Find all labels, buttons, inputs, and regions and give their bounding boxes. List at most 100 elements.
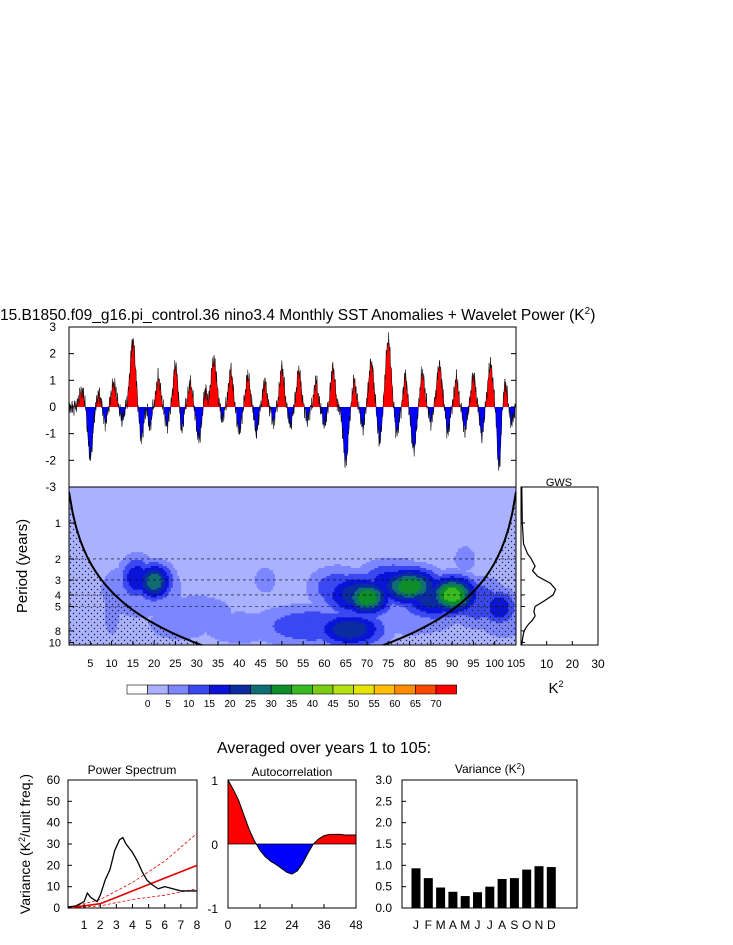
- wavelet-power-cell: [168, 569, 172, 573]
- wavelet-power-cell: [468, 577, 471, 581]
- wavelet-power-cell: [402, 589, 405, 593]
- wavelet-power-cell: [470, 550, 473, 553]
- wavelet-power-cell: [136, 564, 140, 567]
- wavelet-power-cell: [140, 556, 144, 559]
- wavelet-power-cell: [374, 621, 377, 624]
- wavelet-power-cell: [270, 571, 273, 575]
- wavelet-power-cell: [450, 573, 453, 577]
- wavelet-power-cell: [416, 564, 419, 567]
- wavelet-power-cell: [434, 609, 437, 612]
- wavelet-power-cell: [120, 575, 124, 579]
- wavelet-power-cell: [152, 567, 156, 571]
- wavelet-power-cell: [324, 566, 327, 569]
- wavelet-power-cell: [174, 615, 178, 618]
- wavelet-power-cell: [170, 595, 174, 599]
- wavelet-power-cell: [152, 603, 156, 606]
- wavelet-power-cell: [428, 579, 431, 583]
- wavelet-power-cell: [434, 573, 437, 577]
- wavelet-power-cell: [126, 562, 130, 565]
- wavelet-power-cell: [370, 597, 373, 600]
- wavelet-power-cell: [414, 621, 417, 624]
- wavelet-power-cell: [156, 613, 160, 616]
- wavelet-power-cell: [386, 575, 389, 579]
- wavelet-power-cell: [154, 595, 158, 599]
- wavelet-power-cell: [176, 623, 180, 626]
- wavelet-power-cell: [382, 613, 385, 616]
- wavelet-power-cell: [138, 595, 142, 599]
- wavelet-power-cell: [370, 617, 373, 620]
- wavelet-power-cell: [336, 589, 339, 593]
- wavelet-power-cell: [380, 615, 383, 618]
- wavelet-power-cell: [152, 607, 156, 610]
- wavelet-power-cell: [388, 623, 391, 626]
- wavelet-power-cell: [318, 573, 321, 577]
- wavelet-power-cell: [146, 569, 150, 573]
- wavelet-power-cell: [266, 619, 269, 622]
- wavelet-power-cell: [432, 597, 435, 600]
- wavelet-power-cell: [394, 601, 397, 604]
- wavelet-power-cell: [322, 567, 325, 571]
- wavelet-power-cell: [184, 611, 188, 614]
- wavelet-power-cell: [216, 605, 220, 608]
- wavelet-power-cell: [368, 601, 371, 604]
- wavelet-power-cell: [330, 573, 333, 577]
- wavelet-power-cell: [414, 619, 417, 622]
- wavelet-power-cell: [168, 585, 172, 589]
- wavelet-power-cell: [306, 623, 309, 626]
- wavelet-power-cell: [370, 564, 373, 567]
- wavelet-power-cell: [360, 579, 363, 583]
- wavelet-power-cell: [292, 609, 295, 612]
- wavelet-power-cell: [282, 621, 285, 624]
- wavelet-power-cell: [224, 607, 228, 610]
- wavelet-power-cell: [378, 617, 381, 620]
- wavelet-power-cell: [380, 597, 383, 600]
- wavelet-power-cell: [202, 603, 206, 606]
- wavelet-power-cell: [412, 569, 415, 573]
- wavelet-power-cell: [442, 603, 445, 606]
- wavelet-power-cell: [134, 558, 138, 561]
- wavelet-power-cell: [120, 560, 124, 563]
- wavelet-power-cell: [296, 623, 299, 626]
- wavelet-power-cell: [466, 583, 469, 587]
- wavelet-power-cell: [472, 581, 475, 585]
- wavelet-power-cell: [422, 611, 425, 614]
- wavelet-power-cell: [368, 613, 371, 616]
- wavelet-power-cell: [356, 607, 359, 610]
- wavelet-power-cell: [428, 611, 431, 614]
- wavelet-power-cell: [432, 593, 435, 597]
- wavelet-power-cell: [216, 603, 220, 606]
- wavelet-power-cell: [328, 603, 331, 606]
- wavelet-power-cell: [398, 569, 401, 573]
- wavelet-power-cell: [458, 587, 461, 591]
- wavelet-power-cell: [380, 573, 383, 577]
- wavelet-power-cell: [366, 567, 369, 571]
- wavelet-power-cell: [182, 609, 186, 612]
- wavelet-power-cell: [264, 609, 267, 612]
- wavelet-power-cell: [422, 621, 425, 624]
- wavelet-power-cell: [192, 609, 196, 612]
- wavelet-power-cell: [314, 619, 317, 622]
- wavelet-power-cell: [264, 571, 267, 575]
- wavelet-power-cell: [356, 587, 359, 591]
- wavelet-power-cell: [402, 603, 405, 606]
- wavelet-power-cell: [254, 619, 257, 622]
- wavelet-power-cell: [326, 595, 329, 599]
- wavelet-power-cell: [400, 581, 403, 585]
- wavelet-power-cell: [418, 581, 421, 585]
- wavelet-power-cell: [284, 617, 287, 620]
- wavelet-power-cell: [446, 569, 449, 573]
- wavelet-power-cell: [140, 552, 144, 555]
- wavelet-power-cell: [358, 573, 361, 577]
- wavelet-power-cell: [412, 560, 415, 563]
- wavelet-power-cell: [444, 593, 447, 597]
- wavelet-power-cell: [158, 595, 162, 599]
- wavelet-power-cell: [130, 552, 134, 555]
- wavelet-power-cell: [338, 583, 341, 587]
- wavelet-power-cell: [204, 607, 208, 610]
- wavelet-power-cell: [258, 577, 261, 581]
- wavelet-power-cell: [348, 605, 351, 608]
- wavelet-power-cell: [332, 585, 335, 589]
- wavelet-power-cell: [188, 609, 192, 612]
- wavelet-power-cell: [462, 566, 465, 569]
